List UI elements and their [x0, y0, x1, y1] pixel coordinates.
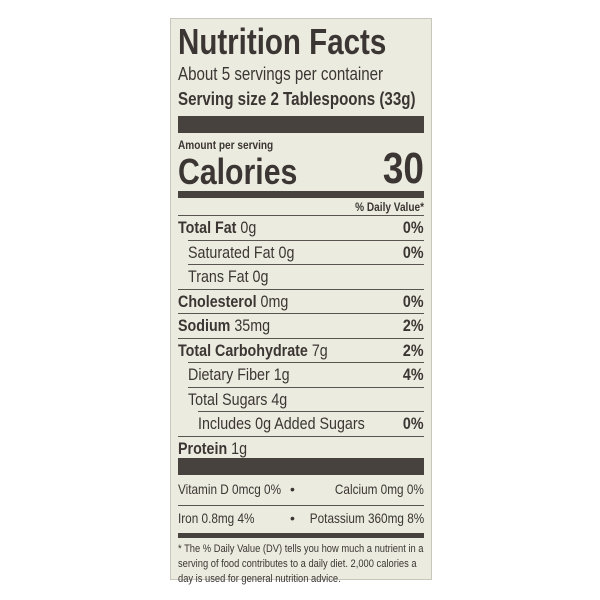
- thick-rule: [178, 458, 424, 475]
- nutrient-name: Cholesterol: [178, 291, 257, 311]
- nutrient-amount: 0mg: [260, 291, 289, 311]
- medium-rule: [178, 191, 424, 198]
- micronutrient-dv: 4%: [237, 510, 255, 526]
- row-rule: [178, 313, 424, 314]
- nutrient-name: Saturated Fat: [188, 242, 275, 262]
- nutrient-row: Total Sugars 4g: [188, 390, 287, 410]
- amount-per-serving: Amount per serving: [178, 138, 274, 152]
- row-rule: [178, 435, 424, 437]
- nutrient-amount: 1g: [273, 365, 290, 384]
- nutrient-row: Total Fat 0g: [178, 218, 256, 238]
- nutrient-amount: 0g: [252, 267, 269, 286]
- micronutrient-name: Vitamin D: [178, 481, 229, 497]
- micronutrient-amount: 360mg: [367, 510, 404, 526]
- thick-rule: [178, 116, 424, 133]
- separator: •: [290, 510, 295, 526]
- row-rule: [178, 288, 424, 290]
- calories-value: 30: [382, 144, 424, 193]
- row-rule: [188, 239, 424, 241]
- separator: •: [290, 481, 295, 497]
- nutrient-row: Includes 0g Added Sugars: [198, 414, 365, 434]
- calories-label: Calories: [178, 151, 298, 192]
- micronutrient: Potassium 360mg 8%: [310, 509, 424, 527]
- nutrient-amount: 1g: [231, 438, 248, 458]
- nutrient-row: Saturated Fat 0g: [188, 243, 294, 263]
- micronutrient-amount: 0mg: [380, 481, 404, 497]
- nutrient-dv: 2%: [403, 316, 424, 335]
- nutrient-name: Protein: [178, 438, 228, 458]
- nutrient-name: Sodium: [178, 316, 231, 335]
- footnote: * The % Daily Value (DV) tells you how m…: [178, 543, 424, 585]
- nutrient-row: Sodium 35mg: [178, 316, 270, 336]
- title: Nutrition Facts: [178, 21, 387, 62]
- nutrient-dv: 4%: [403, 365, 424, 384]
- medium-rule: [178, 533, 424, 538]
- nutrient-amount: 35mg: [234, 316, 271, 335]
- row-rule: [188, 362, 424, 363]
- micronutrient-dv: 0%: [407, 481, 424, 497]
- nutrient-dv: 0%: [403, 414, 424, 433]
- row-rule: [188, 386, 424, 388]
- nutrient-amount: 4g: [271, 389, 288, 409]
- nutrient-row: Trans Fat 0g: [188, 267, 268, 287]
- nutrient-name: Total Sugars: [188, 389, 268, 409]
- micronutrient: Calcium 0mg 0%: [335, 480, 424, 498]
- nutrient-name: Total Fat: [178, 218, 237, 237]
- nutrient-amount: 0g: [240, 218, 257, 237]
- micronutrient-amount: 0.8mg: [201, 510, 235, 526]
- micronutrient-name: Iron: [178, 510, 199, 526]
- nutrient-dv: 0%: [403, 242, 424, 262]
- nutrient-dv: 0%: [403, 291, 424, 311]
- row-rule: [178, 337, 424, 339]
- row-rule: [178, 505, 424, 506]
- label-panel: [170, 18, 432, 580]
- row-rule: [188, 264, 424, 265]
- micronutrient-dv: 8%: [407, 510, 424, 526]
- nutrient-row: Total Carbohydrate 7g: [178, 341, 328, 361]
- micronutrient-dv: 0%: [264, 481, 282, 497]
- nutrient-name: Includes 0g Added Sugars: [198, 414, 365, 433]
- nutrient-row: Dietary Fiber 1g: [188, 365, 290, 385]
- row-rule: [198, 411, 424, 412]
- servings: About 5 servings per container: [178, 64, 384, 84]
- daily-value-header: % Daily Value*: [355, 200, 424, 214]
- micronutrient: Vitamin D 0mcg 0%: [178, 480, 281, 498]
- micronutrient-name: Potassium: [309, 510, 365, 526]
- nutrient-dv: 2%: [403, 340, 424, 360]
- nutrient-amount: 0g: [278, 242, 295, 262]
- row-rule: [178, 215, 424, 216]
- nutrient-dv: 0%: [403, 218, 424, 237]
- nutrient-row: Protein 1g: [178, 439, 247, 459]
- serving-size: Serving size 2 Tablespoons (33g): [178, 89, 416, 109]
- micronutrient-name: Calcium: [335, 481, 378, 497]
- nutrient-amount: 7g: [311, 340, 328, 360]
- nutrient-row: Cholesterol 0mg: [178, 292, 288, 312]
- micronutrient-amount: 0mcg: [232, 481, 261, 497]
- nutrient-name: Total Carbohydrate: [178, 340, 308, 360]
- nutrient-name: Dietary Fiber: [188, 365, 270, 384]
- micronutrient: Iron 0.8mg 4%: [178, 509, 254, 527]
- nutrient-name: Trans Fat: [188, 267, 249, 286]
